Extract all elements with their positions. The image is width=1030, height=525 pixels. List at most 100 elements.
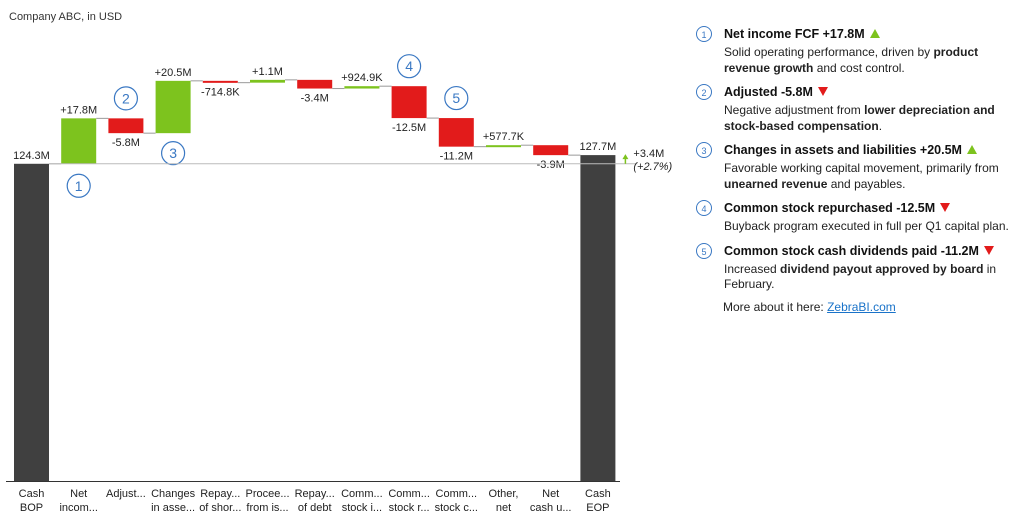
note-3: 3 Changes in assets and liabilities +20.5… [696, 142, 1026, 192]
category-label: Net [542, 488, 559, 500]
chart-subtitle: Company ABC, in USD [9, 11, 123, 23]
category-label: stock c... [435, 502, 478, 514]
note-text: in February. [724, 261, 997, 292]
note-text: Negative adjustment from [724, 103, 865, 117]
category-label: Net [70, 488, 87, 500]
notes-panel: 1 Net income FCF +17.8M Solid operating pe… [696, 26, 1026, 301]
value-label: 127.7M [580, 141, 617, 153]
decrease-bar [533, 145, 569, 156]
note-number: 3 [696, 142, 712, 158]
category-label: Comm... [341, 488, 383, 500]
up-triangle-icon [869, 29, 880, 38]
value-label: -3.9M [537, 159, 565, 171]
note-title-text: Net income FCF +17.8M [724, 27, 865, 41]
note-number: 2 [696, 84, 712, 100]
note-body: Solid operating performance, driven by p… [724, 45, 1026, 76]
category-label: Comm... [388, 488, 430, 500]
down-triangle-icon [940, 203, 951, 212]
category-label: in asse... [151, 502, 195, 514]
increase-bar [486, 145, 521, 148]
note-title-text: Changes in assets and liabilities +20.5M [724, 143, 962, 157]
waterfall-chart: 124.3M +17.8M -5.8M +20.5M -714.8K +1.1M -3.4M… [6, 54, 673, 514]
category-label: net [496, 502, 511, 514]
note-number: 4 [696, 200, 712, 216]
marker-number: 3 [169, 145, 177, 161]
category-label: stock i... [342, 502, 382, 514]
category-label: Repay... [200, 488, 240, 500]
note-emphasis: dividend payout approved by board [780, 261, 984, 276]
category-label: Cash [19, 488, 45, 500]
category-label: of shor... [199, 502, 241, 514]
decrease-bar [108, 118, 144, 134]
value-label: +17.8M [60, 104, 97, 116]
more-info: More about it here: ZebraBI.com [723, 300, 896, 314]
marker-number: 1 [75, 178, 83, 194]
total-bar [580, 155, 616, 481]
marker-circle [444, 85, 469, 111]
marker-circle [397, 54, 422, 79]
note-text: and cost control. [813, 60, 905, 75]
category-label: EOP [586, 502, 609, 514]
up-triangle-icon [966, 145, 977, 154]
note-text: and payables. [827, 176, 906, 191]
category-label: Cash [585, 488, 611, 500]
note-text: Solid operating performance, driven by [724, 45, 934, 59]
note-number: 1 [696, 26, 712, 42]
note-number: 5 [696, 242, 712, 259]
variance-pct-label: (+2.7%) [633, 161, 672, 173]
value-label: 124.3M [13, 150, 50, 162]
note-title: Common stock cash dividends paid -11.2M [724, 243, 1026, 259]
note-title: Common stock repurchased -12.5M [724, 200, 1026, 216]
note-title-text: Common stock repurchased -12.5M [724, 201, 936, 215]
zebrabi-link[interactable]: ZebraBI.com [827, 300, 896, 314]
note-title: Adjusted -5.8M [724, 84, 1026, 100]
note-1: 1 Net income FCF +17.8M Solid operating pe… [696, 26, 1026, 76]
total-bar [14, 163, 49, 481]
category-label: Adjust... [106, 488, 146, 500]
more-info-text: More about it here: [723, 300, 828, 314]
value-label: -5.8M [112, 137, 140, 149]
decrease-bar [202, 80, 238, 83]
category-label: Other, [489, 488, 519, 500]
note-text: . [878, 118, 883, 133]
marker-number: 4 [405, 58, 413, 74]
note-emphasis: lower depreciation and stock-based compe… [724, 103, 995, 133]
note-title: Net income FCF +17.8M [724, 26, 1026, 42]
category-label: from is... [246, 502, 288, 514]
marker-circle [161, 141, 186, 166]
increase-bar [250, 79, 285, 83]
note-4: 4 Common stock repurchased -12.5M Buyback … [696, 200, 1026, 235]
note-text: Increased [724, 261, 781, 276]
marker-circle [113, 86, 139, 111]
variance-label: +3.4M [633, 148, 664, 160]
note-body: Increased dividend payout approved by bo… [724, 262, 1026, 293]
increase-bar [61, 118, 97, 164]
increase-bar [344, 86, 380, 89]
note-emphasis: product revenue growth [724, 45, 979, 75]
marker-number: 5 [452, 90, 460, 106]
note-text: Buyback program executed in full per Q1 … [724, 219, 1009, 233]
category-label: Comm... [436, 488, 478, 500]
decrease-bar [391, 86, 427, 119]
value-label: +577.7K [483, 131, 525, 143]
note-title-text: Common stock cash dividends paid -11.2M [724, 243, 979, 258]
category-label: cash u... [530, 502, 572, 514]
note-body: Favorable working capital movement, prim… [724, 161, 1026, 192]
value-label: -714.8K [201, 87, 240, 99]
value-label: -12.5M [392, 122, 426, 134]
marker-number: 2 [122, 90, 130, 106]
down-triangle-icon [983, 245, 994, 255]
note-title: Changes in assets and liabilities +20.5M [724, 142, 1026, 158]
decrease-bar [297, 79, 333, 89]
value-label: +1.1M [252, 66, 283, 78]
down-triangle-icon [817, 87, 828, 96]
category-label: of debt [298, 502, 332, 514]
variance-arrow [622, 154, 629, 160]
marker-circle [66, 173, 91, 198]
category-label: incom... [59, 502, 98, 514]
category-label: Procee... [245, 488, 289, 500]
category-label: stock r... [389, 502, 430, 514]
decrease-bar [438, 118, 474, 147]
note-title-text: Adjusted -5.8M [724, 85, 813, 99]
category-label: BOP [20, 502, 43, 514]
